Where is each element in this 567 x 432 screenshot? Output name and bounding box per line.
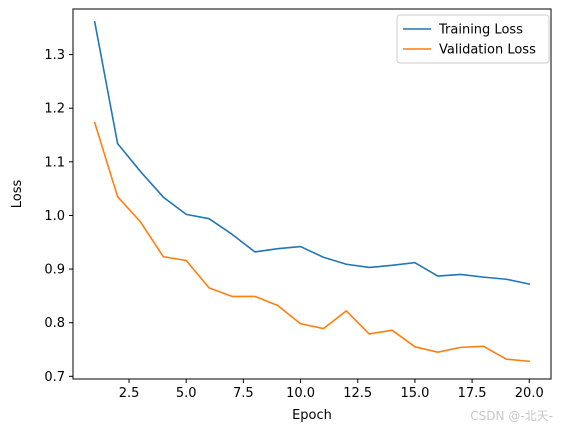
watermark-text: CSDN @-北天- bbox=[470, 409, 553, 423]
y-tick-label: 0.9 bbox=[44, 263, 65, 278]
series-line-validation-loss bbox=[93, 121, 531, 363]
plot-border bbox=[72, 8, 552, 380]
x-tick-label: 5.0 bbox=[176, 386, 197, 401]
x-tick-label: 20.0 bbox=[515, 386, 544, 401]
series-lines bbox=[93, 20, 531, 363]
y-tick-label: 1.1 bbox=[44, 155, 65, 170]
legend-label: Training Loss bbox=[438, 23, 523, 38]
legend-box bbox=[396, 14, 550, 64]
x-axis: 2.5 5.0 7.5 10.0 12.5 15.0 17.5 20.0 bbox=[119, 379, 544, 401]
x-axis-label: Epoch bbox=[292, 408, 332, 423]
legend-label: Validation Loss bbox=[439, 43, 536, 58]
legend: Training Loss Validation Loss bbox=[396, 14, 550, 64]
y-axis-label: Loss bbox=[10, 180, 25, 209]
y-tick-label: 1.3 bbox=[44, 48, 65, 63]
y-tick-label: 0.8 bbox=[44, 316, 65, 331]
x-tick-label: 7.5 bbox=[233, 386, 254, 401]
x-tick-label: 17.5 bbox=[458, 386, 487, 401]
x-tick-label: 10.0 bbox=[286, 386, 315, 401]
y-tick-label: 1.2 bbox=[44, 102, 65, 117]
y-tick-label: 1.0 bbox=[44, 209, 65, 224]
plot-frame bbox=[72, 8, 552, 380]
series-line-training-loss bbox=[93, 20, 531, 286]
x-tick-label: 12.5 bbox=[343, 386, 372, 401]
y-tick-label: 0.7 bbox=[44, 370, 65, 385]
x-tick-label: 15.0 bbox=[400, 386, 429, 401]
x-tick-label: 2.5 bbox=[119, 386, 140, 401]
y-axis: 0.7 0.8 0.9 1.0 1.1 1.2 1.3 bbox=[44, 48, 73, 385]
